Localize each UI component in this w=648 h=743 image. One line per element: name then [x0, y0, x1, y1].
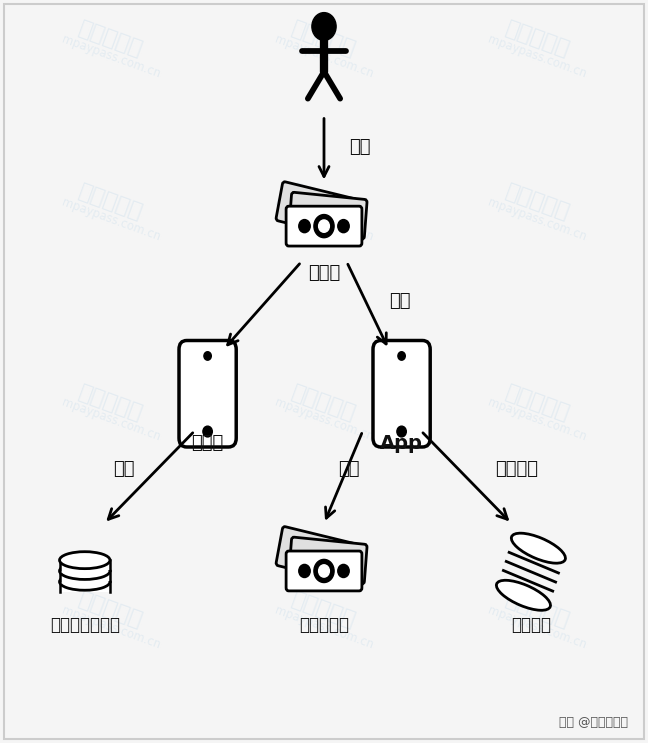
Circle shape — [312, 13, 336, 40]
Bar — [387, 366, 417, 426]
Circle shape — [338, 565, 349, 577]
Circle shape — [203, 426, 213, 437]
Text: mpaypass.com.cn: mpaypass.com.cn — [273, 396, 375, 444]
Text: mpaypass.com.cn: mpaypass.com.cn — [60, 396, 162, 444]
Text: 优惠券: 优惠券 — [308, 264, 340, 282]
Circle shape — [299, 565, 310, 577]
Text: mpaypass.com.cn: mpaypass.com.cn — [273, 195, 375, 244]
FancyBboxPatch shape — [373, 340, 430, 447]
Text: 移动支付网: 移动支付网 — [76, 181, 145, 223]
Text: 获得优惠券退款: 获得优惠券退款 — [50, 616, 120, 634]
Text: 移动支付网: 移动支付网 — [503, 19, 572, 60]
Text: 退券: 退券 — [113, 461, 134, 478]
Bar — [60, 571, 110, 581]
Text: 移动支付网: 移动支付网 — [76, 382, 145, 424]
Text: 购买: 购买 — [349, 137, 370, 156]
Text: 确认订单: 确认订单 — [495, 461, 538, 478]
Circle shape — [398, 351, 405, 360]
Text: mpaypass.com.cn: mpaypass.com.cn — [273, 603, 375, 652]
Ellipse shape — [60, 552, 110, 568]
Text: 退单: 退单 — [338, 461, 360, 478]
Text: 下单: 下单 — [389, 292, 411, 310]
FancyBboxPatch shape — [289, 537, 367, 584]
FancyBboxPatch shape — [276, 182, 356, 238]
Text: mpaypass.com.cn: mpaypass.com.cn — [60, 195, 162, 244]
Text: 获得套餐: 获得套餐 — [511, 616, 551, 634]
Circle shape — [397, 426, 406, 437]
Text: 知乎 @移动支付网: 知乎 @移动支付网 — [559, 716, 628, 729]
Ellipse shape — [60, 574, 110, 590]
Text: 移动支付网: 移动支付网 — [503, 382, 572, 424]
Bar — [193, 366, 222, 426]
Text: 移动支付网: 移动支付网 — [76, 589, 145, 631]
Bar — [60, 582, 110, 591]
Text: 拿回优惠券: 拿回优惠券 — [299, 616, 349, 634]
FancyBboxPatch shape — [289, 192, 367, 239]
Text: 移动支付网: 移动支付网 — [289, 382, 359, 424]
Text: 移动支付网: 移动支付网 — [289, 19, 359, 60]
FancyBboxPatch shape — [286, 206, 362, 246]
FancyBboxPatch shape — [179, 340, 237, 447]
FancyBboxPatch shape — [276, 527, 356, 583]
Text: mpaypass.com.cn: mpaypass.com.cn — [60, 603, 162, 652]
Text: 移动支付网: 移动支付网 — [76, 19, 145, 60]
Text: mpaypass.com.cn: mpaypass.com.cn — [486, 603, 588, 652]
Circle shape — [319, 565, 329, 577]
Ellipse shape — [60, 562, 110, 580]
Text: 小程序: 小程序 — [192, 435, 224, 452]
Text: mpaypass.com.cn: mpaypass.com.cn — [486, 195, 588, 244]
Circle shape — [299, 220, 310, 233]
Circle shape — [319, 220, 329, 233]
Circle shape — [204, 351, 211, 360]
Ellipse shape — [496, 580, 551, 610]
Ellipse shape — [511, 533, 566, 563]
Text: 移动支付网: 移动支付网 — [289, 589, 359, 631]
Text: 移动支付网: 移动支付网 — [503, 589, 572, 631]
Text: 移动支付网: 移动支付网 — [503, 181, 572, 223]
Circle shape — [338, 220, 349, 233]
Text: mpaypass.com.cn: mpaypass.com.cn — [60, 33, 162, 80]
Bar — [60, 560, 110, 570]
Circle shape — [314, 215, 334, 238]
Text: 移动支付网: 移动支付网 — [289, 181, 359, 223]
Text: App: App — [380, 434, 423, 453]
FancyBboxPatch shape — [286, 551, 362, 591]
Text: mpaypass.com.cn: mpaypass.com.cn — [486, 33, 588, 80]
Text: mpaypass.com.cn: mpaypass.com.cn — [486, 396, 588, 444]
Circle shape — [314, 559, 334, 583]
Text: mpaypass.com.cn: mpaypass.com.cn — [273, 33, 375, 80]
